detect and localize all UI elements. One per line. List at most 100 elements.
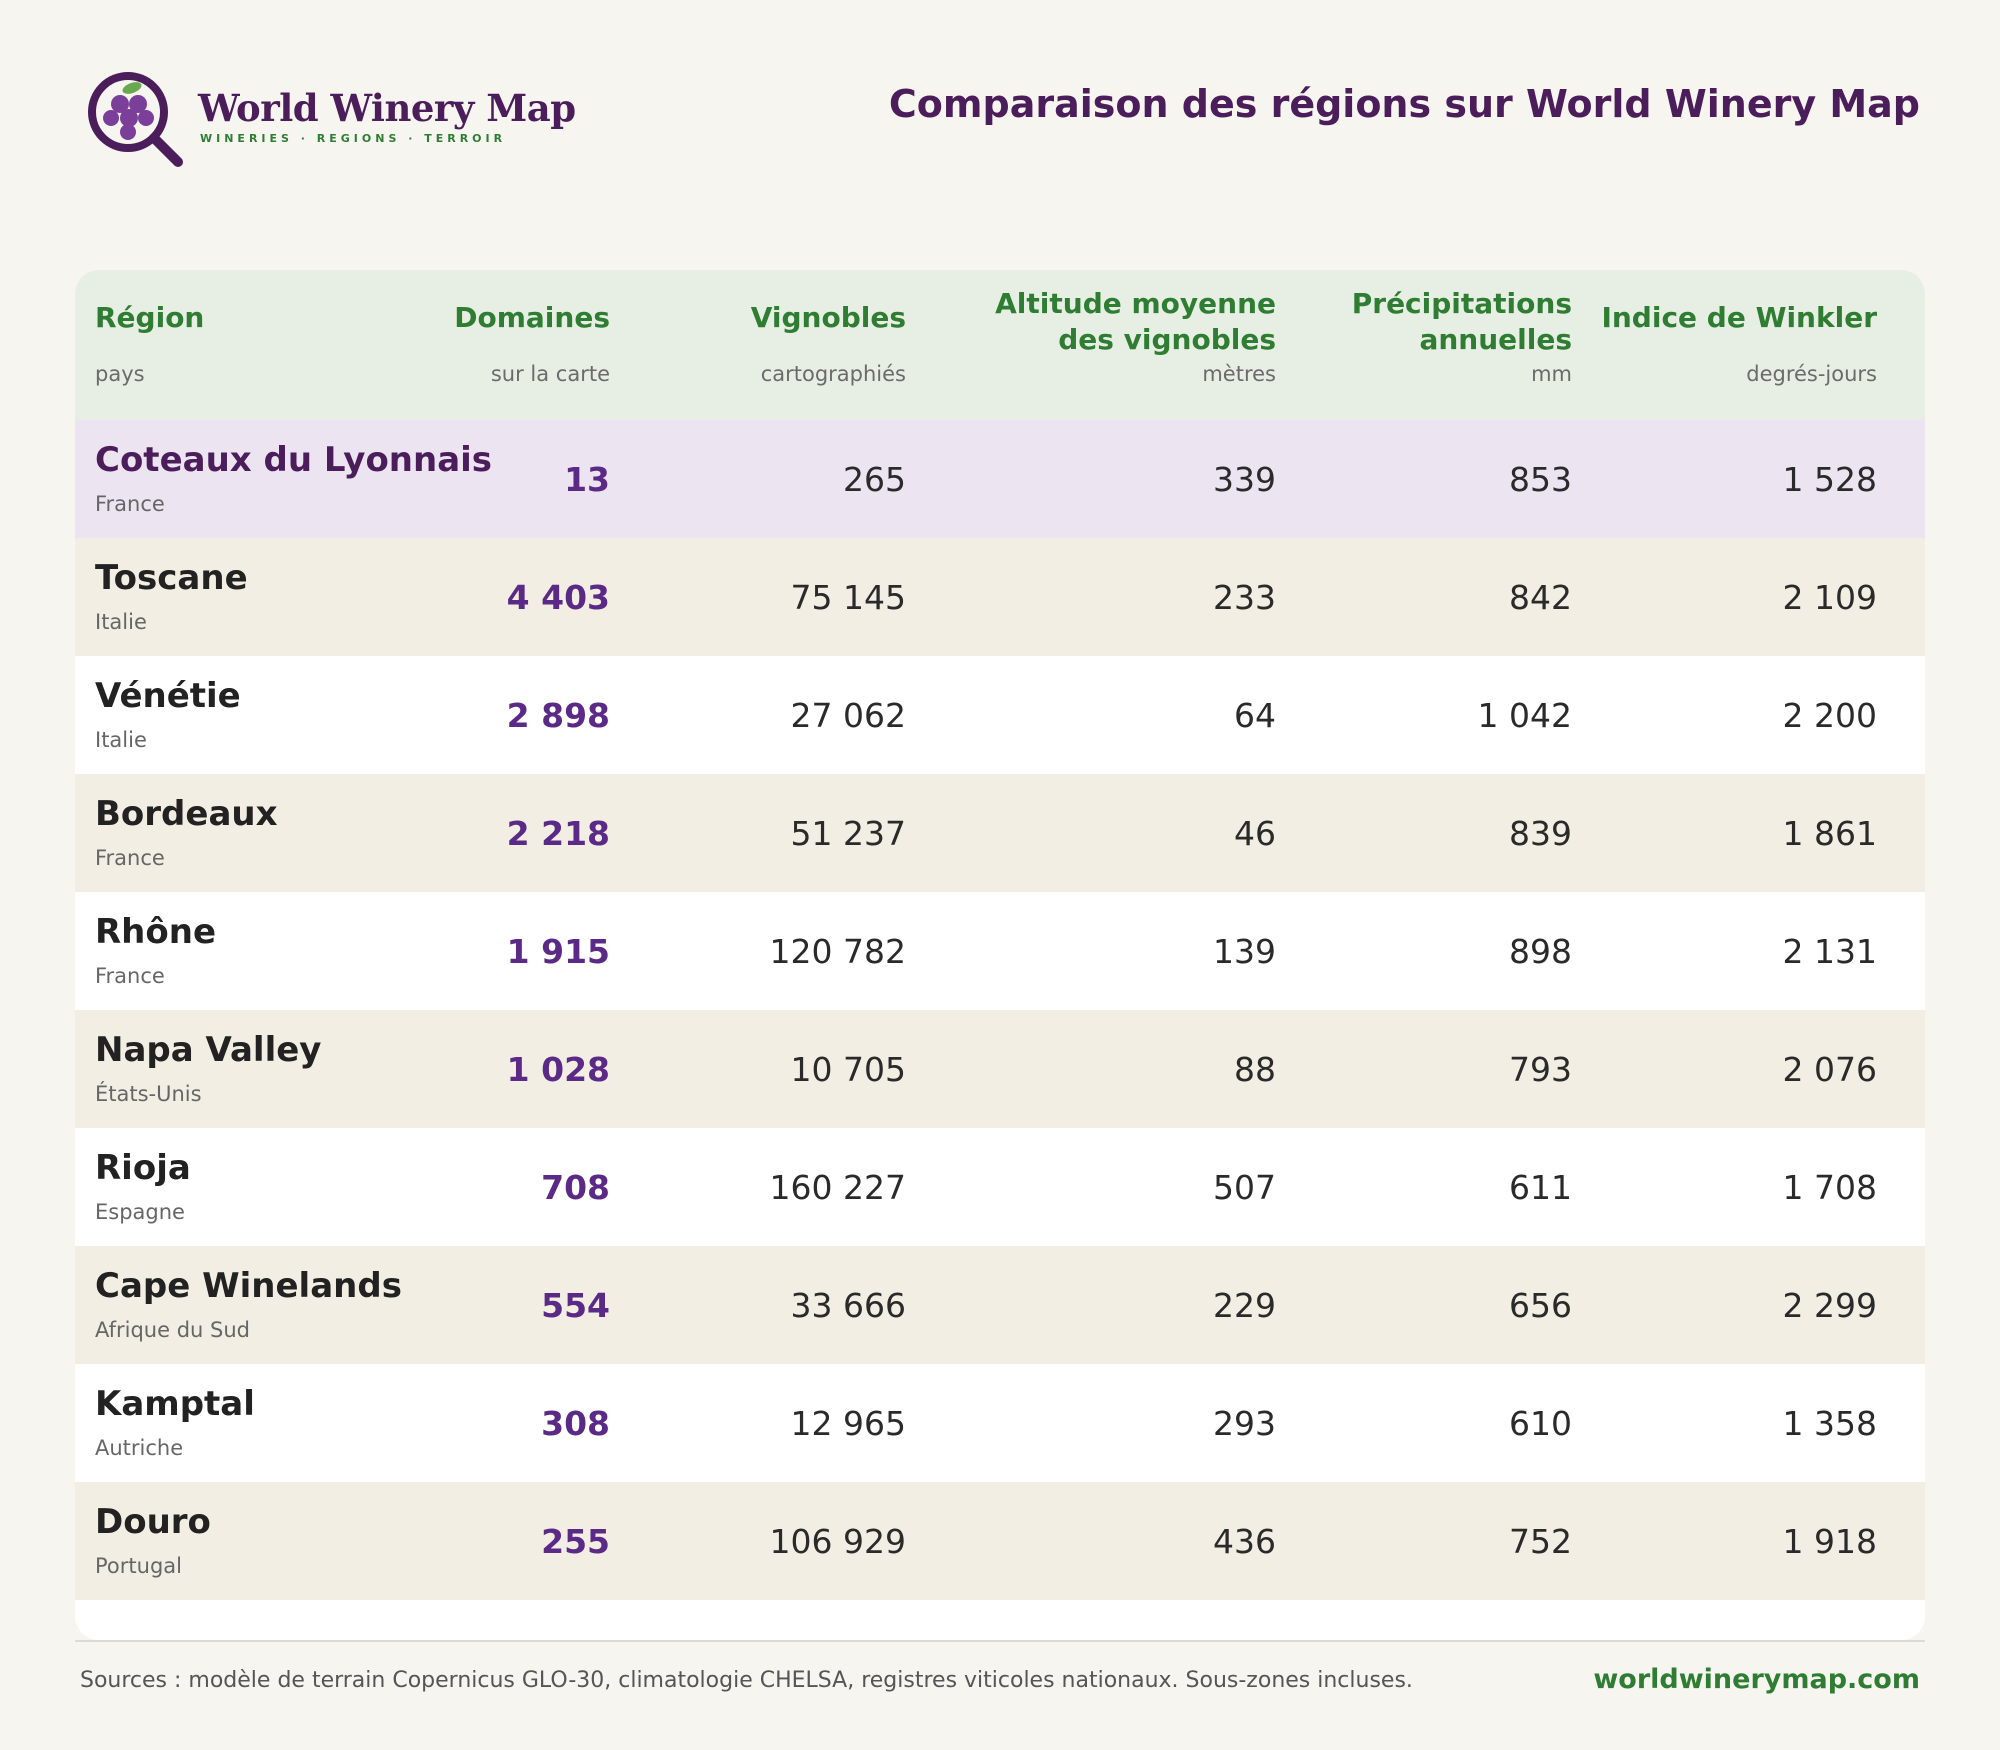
domaines-value: 2 218	[507, 814, 610, 853]
column-label: Indice de Winkler	[1601, 300, 1877, 336]
column-header-precipitations: Précipitations annuelles	[1332, 286, 1572, 358]
winkler-value: 1 918	[1783, 1522, 1877, 1561]
column-sub-domaines: sur la carte	[491, 362, 610, 386]
table-row[interactable]: Napa Valley États-Unis 1 028 10 705 88 7…	[75, 1010, 1925, 1128]
altitude-value: 229	[1213, 1286, 1276, 1325]
table-row[interactable]: Vénétie Italie 2 898 27 062 64 1 042 2 2…	[75, 656, 1925, 774]
region-country: Autriche	[95, 1436, 183, 1460]
region-name: Rioja	[95, 1148, 191, 1188]
precipitation-value: 1 042	[1478, 696, 1572, 735]
region-country: Italie	[95, 728, 147, 752]
region-name: Rhône	[95, 912, 216, 952]
altitude-value: 88	[1234, 1050, 1276, 1089]
region-name: Toscane	[95, 558, 248, 598]
table-row[interactable]: Toscane Italie 4 403 75 145 233 842 2 10…	[75, 538, 1925, 656]
column-label: Région	[95, 300, 204, 336]
column-header-region: Région	[95, 286, 204, 336]
brand-tagline: WINERIES · REGIONS · TERROIR	[200, 132, 506, 145]
column-sub-region: pays	[95, 362, 145, 386]
winkler-value: 2 109	[1783, 578, 1877, 617]
precipitation-value: 842	[1509, 578, 1572, 617]
page-header: World Winery Map WINERIES · REGIONS · TE…	[0, 0, 2000, 200]
precipitation-value: 898	[1509, 932, 1572, 971]
precipitation-value: 656	[1509, 1286, 1572, 1325]
region-name: Douro	[95, 1502, 211, 1542]
footer-sources: Sources : modèle de terrain Copernicus G…	[80, 1668, 1413, 1693]
column-label: Vignobles	[751, 300, 906, 336]
vignobles-value: 10 705	[791, 1050, 906, 1089]
precipitation-value: 839	[1509, 814, 1572, 853]
brand-name[interactable]: World Winery Map	[198, 86, 576, 130]
region-name: Cape Winelands	[95, 1266, 402, 1306]
winkler-value: 2 131	[1783, 932, 1877, 971]
winkler-value: 2 299	[1783, 1286, 1877, 1325]
vignobles-value: 106 929	[770, 1522, 906, 1561]
region-country: Espagne	[95, 1200, 185, 1224]
altitude-value: 436	[1213, 1522, 1276, 1561]
region-name: Vénétie	[95, 676, 241, 716]
altitude-value: 293	[1213, 1404, 1276, 1443]
column-header-winkler: Indice de Winkler	[1601, 286, 1877, 336]
winkler-value: 1 861	[1783, 814, 1877, 853]
vignobles-value: 12 965	[791, 1404, 906, 1443]
vignobles-value: 75 145	[791, 578, 906, 617]
vignobles-value: 265	[843, 460, 906, 499]
altitude-value: 233	[1213, 578, 1276, 617]
region-country: Italie	[95, 610, 147, 634]
region-country: États-Unis	[95, 1082, 202, 1106]
column-label: Domaines	[454, 300, 610, 336]
region-name: Kamptal	[95, 1384, 255, 1424]
winkler-value: 2 076	[1783, 1050, 1877, 1089]
precipitation-value: 752	[1509, 1522, 1572, 1561]
domaines-value: 4 403	[507, 578, 610, 617]
precipitation-value: 611	[1509, 1168, 1572, 1207]
domaines-value: 1 915	[507, 932, 610, 971]
page-title: Comparaison des régions sur World Winery…	[889, 82, 1920, 126]
vignobles-value: 33 666	[791, 1286, 906, 1325]
region-country: France	[95, 492, 165, 516]
domaines-value: 554	[541, 1286, 610, 1325]
footer-divider	[75, 1640, 1925, 1642]
column-sub-winkler: degrés-jours	[1746, 362, 1877, 386]
region-name: Bordeaux	[95, 794, 278, 834]
column-header-vignobles: Vignobles	[751, 286, 906, 336]
table-row[interactable]: Bordeaux France 2 218 51 237 46 839 1 86…	[75, 774, 1925, 892]
domaines-value: 708	[541, 1168, 610, 1207]
column-sub-precipitations: mm	[1531, 362, 1572, 386]
winkler-value: 1 708	[1783, 1168, 1877, 1207]
winkler-value: 1 528	[1783, 460, 1877, 499]
table-row[interactable]: Douro Portugal 255 106 929 436 752 1 918	[75, 1482, 1925, 1600]
table-row[interactable]: Coteaux du Lyonnais France 13 265 339 85…	[75, 420, 1925, 538]
column-header-domaines: Domaines	[454, 286, 610, 336]
column-label: Altitude moyenne des vignobles	[976, 286, 1276, 358]
table-row[interactable]: Rhône France 1 915 120 782 139 898 2 131	[75, 892, 1925, 1010]
vignobles-value: 51 237	[791, 814, 906, 853]
domaines-value: 2 898	[507, 696, 610, 735]
table-row[interactable]: Rioja Espagne 708 160 227 507 611 1 708	[75, 1128, 1925, 1246]
precipitation-value: 793	[1509, 1050, 1572, 1089]
vignobles-value: 27 062	[791, 696, 906, 735]
domaines-value: 13	[564, 460, 610, 499]
region-name: Coteaux du Lyonnais	[95, 440, 492, 480]
grape-magnifier-icon[interactable]	[86, 70, 186, 170]
table-row[interactable]: Cape Winelands Afrique du Sud 554 33 666…	[75, 1246, 1925, 1364]
footer-website-link[interactable]: worldwinerymap.com	[1593, 1664, 1920, 1695]
column-sub-vignobles: cartographiés	[761, 362, 906, 386]
region-country: France	[95, 846, 165, 870]
vignobles-value: 120 782	[770, 932, 906, 971]
altitude-value: 507	[1213, 1168, 1276, 1207]
region-country: France	[95, 964, 165, 988]
winkler-value: 1 358	[1783, 1404, 1877, 1443]
comparison-table: Région pays Domaines sur la carte Vignob…	[75, 270, 1925, 1640]
table-row[interactable]: Kamptal Autriche 308 12 965 293 610 1 35…	[75, 1364, 1925, 1482]
region-country: Afrique du Sud	[95, 1318, 250, 1342]
region-name: Napa Valley	[95, 1030, 321, 1070]
domaines-value: 255	[541, 1522, 610, 1561]
precipitation-value: 853	[1509, 460, 1572, 499]
column-label: Précipitations annuelles	[1332, 286, 1572, 358]
altitude-value: 64	[1234, 696, 1276, 735]
altitude-value: 339	[1213, 460, 1276, 499]
precipitation-value: 610	[1509, 1404, 1572, 1443]
winkler-value: 2 200	[1783, 696, 1877, 735]
domaines-value: 1 028	[507, 1050, 610, 1089]
